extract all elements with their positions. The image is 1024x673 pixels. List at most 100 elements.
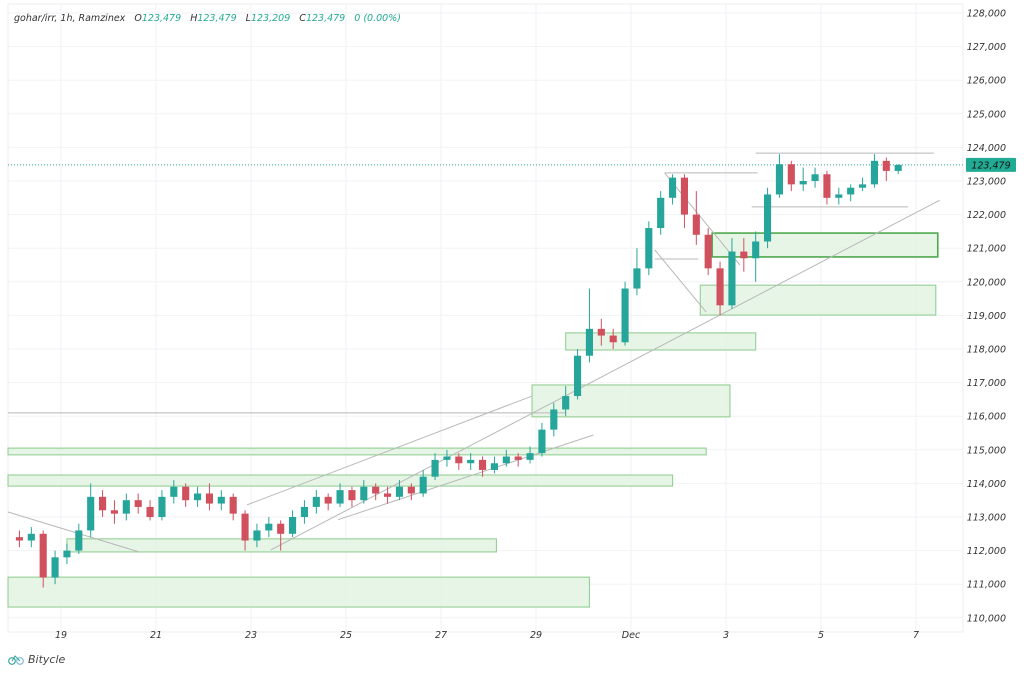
candle[interactable] bbox=[419, 469, 427, 497]
candle[interactable] bbox=[764, 187, 772, 249]
candle[interactable] bbox=[110, 500, 118, 524]
candle[interactable] bbox=[182, 483, 190, 507]
candle-body bbox=[194, 493, 202, 501]
candle[interactable] bbox=[324, 493, 332, 511]
candle[interactable] bbox=[431, 453, 439, 481]
candle[interactable] bbox=[574, 349, 582, 400]
candle[interactable] bbox=[882, 157, 890, 181]
candle[interactable] bbox=[633, 248, 641, 296]
candle[interactable] bbox=[194, 486, 202, 507]
demand-zone-rect[interactable] bbox=[7, 576, 590, 608]
candle[interactable] bbox=[265, 517, 273, 538]
candle[interactable] bbox=[894, 164, 902, 174]
candle[interactable] bbox=[158, 490, 166, 521]
candle[interactable] bbox=[63, 543, 71, 565]
candle-body bbox=[526, 453, 534, 460]
candle[interactable] bbox=[277, 520, 285, 551]
candle[interactable] bbox=[395, 480, 403, 501]
trendline[interactable] bbox=[246, 395, 533, 506]
candle[interactable] bbox=[455, 453, 463, 470]
candle[interactable] bbox=[229, 493, 237, 521]
candle[interactable] bbox=[562, 385, 570, 417]
candle[interactable] bbox=[87, 483, 95, 538]
candle[interactable] bbox=[645, 221, 653, 276]
candle[interactable] bbox=[51, 550, 59, 585]
candle[interactable] bbox=[75, 523, 83, 554]
candle[interactable] bbox=[253, 523, 261, 548]
candle[interactable] bbox=[823, 170, 831, 205]
trendline[interactable] bbox=[664, 172, 741, 266]
candle[interactable] bbox=[205, 483, 213, 511]
candle[interactable] bbox=[122, 493, 130, 521]
candle[interactable] bbox=[692, 191, 700, 245]
candles bbox=[15, 154, 902, 588]
candle[interactable] bbox=[514, 453, 522, 467]
candle[interactable] bbox=[300, 500, 308, 524]
candle-body bbox=[87, 496, 95, 531]
candle[interactable] bbox=[680, 174, 688, 229]
candle[interactable] bbox=[443, 449, 451, 467]
candle[interactable] bbox=[870, 154, 878, 188]
candle[interactable] bbox=[704, 228, 712, 276]
candle[interactable] bbox=[811, 167, 819, 188]
y-tick-label: 123,000 bbox=[967, 177, 1006, 188]
candle[interactable] bbox=[479, 456, 487, 477]
candle[interactable] bbox=[526, 446, 534, 464]
candle[interactable] bbox=[597, 318, 605, 346]
demand-zone-rect[interactable] bbox=[7, 447, 707, 456]
demand-zone-rect[interactable] bbox=[531, 384, 731, 418]
candle[interactable] bbox=[752, 231, 760, 282]
candle[interactable] bbox=[467, 453, 475, 470]
candle[interactable] bbox=[799, 167, 807, 192]
candle[interactable] bbox=[336, 483, 344, 507]
candle[interactable] bbox=[728, 238, 736, 309]
candle[interactable] bbox=[146, 500, 154, 521]
candle[interactable] bbox=[289, 510, 297, 538]
candle[interactable] bbox=[490, 456, 498, 474]
candle[interactable] bbox=[407, 483, 415, 501]
candle[interactable] bbox=[241, 510, 249, 551]
candle[interactable] bbox=[621, 281, 629, 346]
candle[interactable] bbox=[170, 480, 178, 504]
candle[interactable] bbox=[134, 493, 142, 514]
y-tick-label: 110,000 bbox=[967, 613, 1006, 624]
trendline[interactable] bbox=[270, 199, 940, 551]
plot-area[interactable] bbox=[7, 3, 964, 633]
trendline[interactable] bbox=[654, 249, 707, 313]
candle[interactable] bbox=[847, 184, 855, 202]
candle[interactable] bbox=[39, 530, 47, 588]
candle[interactable] bbox=[538, 422, 546, 457]
candle[interactable] bbox=[740, 238, 748, 272]
candle[interactable] bbox=[609, 328, 617, 349]
x-tick-label: 21 bbox=[150, 630, 162, 641]
brand-logo: Bitycle bbox=[8, 653, 65, 666]
candle[interactable] bbox=[99, 490, 107, 517]
candle[interactable] bbox=[217, 490, 225, 511]
candle-body bbox=[728, 251, 736, 306]
demand-zone-rect[interactable] bbox=[699, 284, 937, 316]
y-tick-label: 124,000 bbox=[967, 143, 1006, 154]
trendline[interactable] bbox=[7, 511, 141, 553]
candle[interactable] bbox=[15, 530, 23, 548]
candle[interactable] bbox=[585, 288, 593, 363]
candle[interactable] bbox=[787, 160, 795, 192]
candle[interactable] bbox=[312, 490, 320, 514]
candle[interactable] bbox=[360, 480, 368, 504]
candle[interactable] bbox=[550, 402, 558, 437]
candle[interactable] bbox=[859, 177, 867, 192]
candle[interactable] bbox=[716, 261, 724, 316]
candle[interactable] bbox=[384, 486, 392, 504]
candle-body bbox=[146, 506, 154, 517]
candle[interactable] bbox=[348, 486, 356, 507]
demand-zone-rect[interactable] bbox=[565, 332, 757, 351]
candle[interactable] bbox=[775, 154, 783, 198]
candle-body bbox=[633, 268, 641, 289]
candle[interactable] bbox=[835, 187, 843, 205]
candle[interactable] bbox=[372, 483, 380, 501]
trendline[interactable] bbox=[337, 434, 594, 521]
candle[interactable] bbox=[27, 527, 35, 548]
candle[interactable] bbox=[657, 191, 665, 235]
candle[interactable] bbox=[502, 449, 510, 467]
candle[interactable] bbox=[669, 174, 677, 205]
